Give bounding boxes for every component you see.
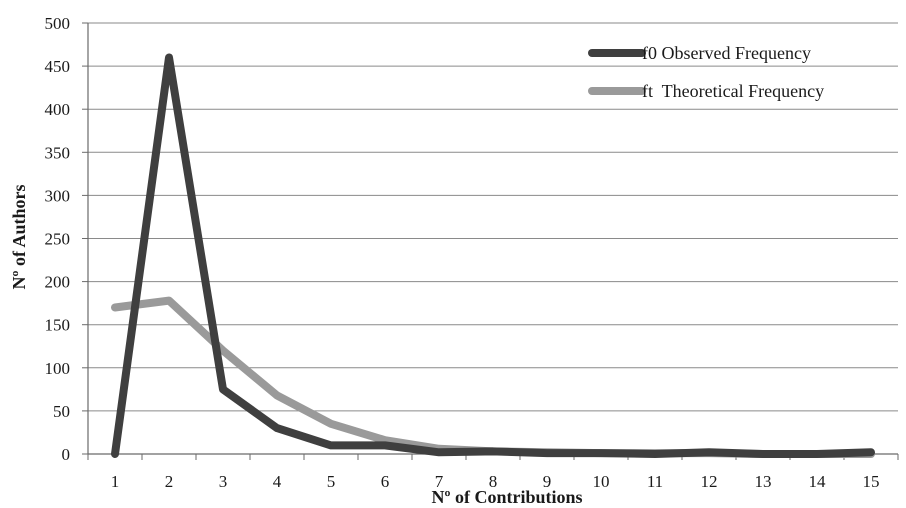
x-tick-label: 1 xyxy=(111,472,120,491)
x-tick-label: 14 xyxy=(809,472,827,491)
x-tick-label: 4 xyxy=(273,472,282,491)
y-tick-label: 0 xyxy=(62,445,71,464)
x-tick-label: 10 xyxy=(593,472,610,491)
x-tick-label: 9 xyxy=(543,472,552,491)
x-tick-labels: 1 2 3 4 5 6 7 8 9 10 11 12 13 14 15 xyxy=(111,472,880,491)
legend-label: f0 Observed Frequency xyxy=(642,43,811,63)
x-tick-label: 3 xyxy=(219,472,228,491)
x-tick-label: 6 xyxy=(381,472,390,491)
series-lines xyxy=(111,53,875,458)
y-tick-labels: 0 50 100 150 200 250 300 350 400 450 500 xyxy=(45,14,71,464)
x-tick-label: 12 xyxy=(701,472,718,491)
x-tick-label: 15 xyxy=(863,472,880,491)
x-tick-label: 13 xyxy=(755,472,772,491)
y-tick-label: 450 xyxy=(45,57,71,76)
y-tick-label: 150 xyxy=(45,316,71,335)
x-axis-title: Nº of Contributions xyxy=(432,487,583,507)
y-tick-label: 50 xyxy=(53,402,70,421)
y-axis-title: Nº of Authors xyxy=(9,185,29,290)
y-tick-label: 500 xyxy=(45,14,71,33)
y-tick-label: 300 xyxy=(45,186,71,205)
x-tick-label: 7 xyxy=(435,472,444,491)
y-tick-label: 100 xyxy=(45,359,71,378)
series-line xyxy=(111,53,875,458)
legend-label: ft Theoretical Frequency xyxy=(642,81,824,101)
x-tick-label: 8 xyxy=(489,472,498,491)
y-tick-label: 200 xyxy=(45,273,71,292)
y-tick-label: 400 xyxy=(45,100,71,119)
x-tick-label: 5 xyxy=(327,472,336,491)
legend: f0 Observed Frequency ft Theoretical Freq… xyxy=(588,43,824,101)
y-tick-label: 250 xyxy=(45,230,71,249)
y-tick-label: 350 xyxy=(45,143,71,162)
series-line xyxy=(111,296,875,458)
x-tick-label: 11 xyxy=(647,472,663,491)
x-tick-label: 2 xyxy=(165,472,174,491)
